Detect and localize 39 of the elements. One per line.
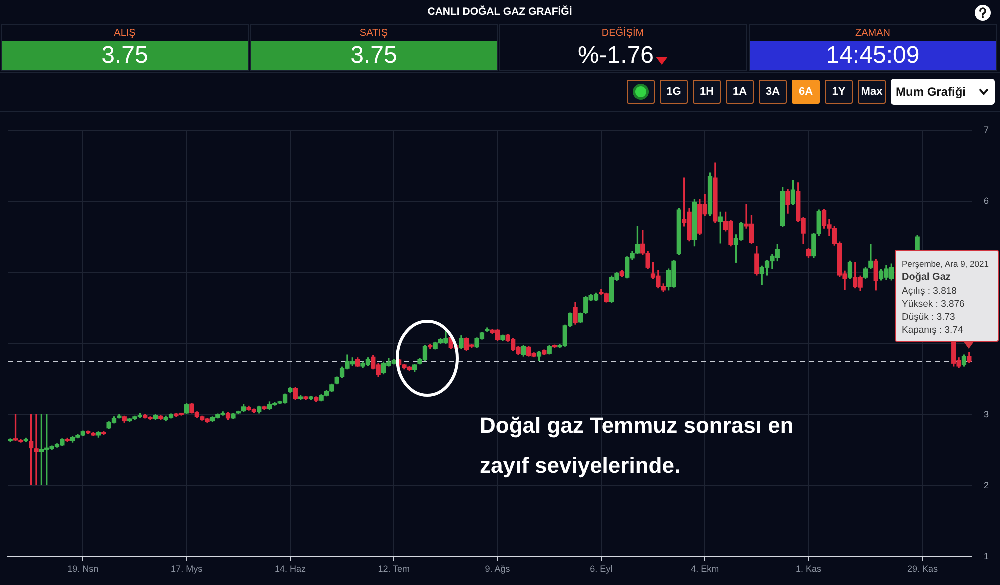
annotation: Perşembe, Ara 9, 2021 [902,259,989,269]
annotation: Kapanış : 3.74 [902,325,964,336]
text: 1G [666,86,682,98]
y-tick-label: 6 [984,196,990,206]
text: 6A [798,86,814,98]
text: 14:45:09 [826,42,920,68]
text: Mum Grafiği [896,85,966,99]
text: %-1.76 [578,42,654,68]
chart-title: CANLI DOĞAL GAZ GRAFİĞİ [428,6,572,18]
x-tick-label: 29. Kas [908,564,939,574]
text: 3A [766,86,780,98]
x-tick-label: 4. Ekm [691,564,720,574]
annotation: Yüksek : 3.876 [902,298,965,310]
text: ALIŞ [114,28,136,38]
candlestick [34,414,39,486]
annotation: Düşük : 3.73 [902,312,956,324]
x-tick-label: 17. Mys [171,564,204,574]
text: Max [861,86,883,98]
annotation: Açılış : 3.818 [902,286,957,297]
text: 3.75 [102,42,148,68]
y-tick-label: 7 [984,124,990,135]
text: 1H [700,86,714,98]
text: 3.75 [350,42,398,68]
text: 1A [732,86,748,98]
y-tick-label: 2 [984,480,990,490]
x-tick-label: 6. Eyl [590,564,613,574]
y-tick-label: 3 [984,409,990,420]
text: ZAMAN [856,28,890,38]
x-tick-label: 19. Nsn [68,564,99,574]
annotation: Doğal gaz Temmuz sonrası en zayıf seviyelerinde. [480,413,794,478]
annotation: Doğal Gaz [902,272,951,284]
x-tick-label: 1. Kas [796,564,822,574]
x-tick-label: 9. Ağs [485,564,511,574]
text: 1Y [832,86,846,98]
y-tick-label: 1 [984,551,990,562]
text: SATIŞ [360,28,388,38]
text: DEĞİŞİM [602,28,644,38]
x-tick-label: 14. Haz [274,564,306,574]
x-tick-label: 12. Tem [378,564,410,574]
